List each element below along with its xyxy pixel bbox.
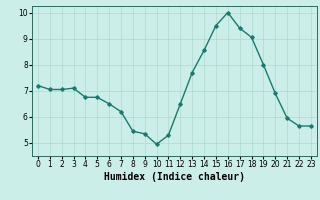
X-axis label: Humidex (Indice chaleur): Humidex (Indice chaleur) [104, 172, 245, 182]
